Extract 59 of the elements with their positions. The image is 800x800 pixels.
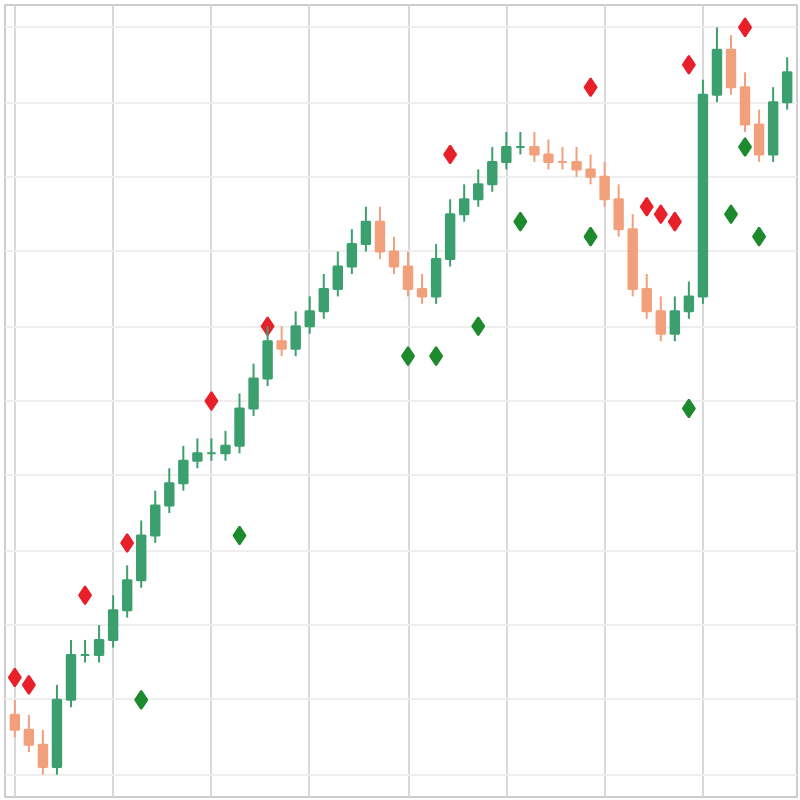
candlestick [150, 489, 161, 544]
point [7, 667, 22, 688]
point [752, 226, 767, 247]
candlestick [430, 243, 442, 305]
point [21, 674, 36, 695]
candlestick [276, 325, 287, 358]
candlestick [739, 71, 751, 134]
candlestick [753, 108, 765, 163]
candlestick [501, 131, 512, 171]
candlestick [136, 519, 147, 589]
candlestick [711, 26, 723, 104]
point [232, 525, 247, 546]
point [134, 689, 149, 710]
candlestick [107, 594, 119, 649]
point [513, 211, 528, 232]
candlestick [9, 698, 21, 739]
point [429, 346, 444, 367]
candlestick [304, 295, 315, 335]
candlestick [444, 198, 456, 268]
point [443, 144, 458, 165]
candlestick [37, 728, 49, 776]
candlestick [669, 295, 681, 343]
candlestick [725, 33, 737, 96]
candlestick [388, 235, 400, 275]
candlestick [374, 205, 386, 261]
point [667, 211, 682, 232]
candlestick [402, 250, 414, 298]
point [639, 196, 654, 217]
candlestick [93, 624, 105, 664]
candlestick [290, 310, 301, 358]
candlestick [360, 205, 372, 253]
candlestick [23, 713, 35, 754]
candlestick [473, 168, 484, 208]
candlestick [781, 56, 793, 111]
candlestick [655, 295, 666, 343]
point [738, 136, 753, 157]
candlestick [332, 250, 344, 298]
candlestick [318, 272, 329, 320]
point [681, 398, 696, 419]
candlestick [641, 272, 652, 320]
candlestick [683, 280, 695, 320]
point [583, 226, 598, 247]
point [583, 77, 598, 98]
point [78, 585, 93, 606]
candlestick [192, 437, 203, 470]
candlestick [346, 228, 358, 275]
candlestick [487, 145, 498, 193]
point [471, 316, 486, 337]
point [401, 346, 416, 367]
candlestick [458, 183, 470, 223]
candlestick [121, 564, 133, 619]
point [653, 204, 668, 225]
point [681, 54, 696, 75]
point [738, 17, 753, 38]
candlestick [220, 429, 231, 462]
point [120, 532, 135, 553]
point [204, 391, 219, 411]
candlestick [416, 272, 428, 305]
candlestick [65, 639, 77, 709]
